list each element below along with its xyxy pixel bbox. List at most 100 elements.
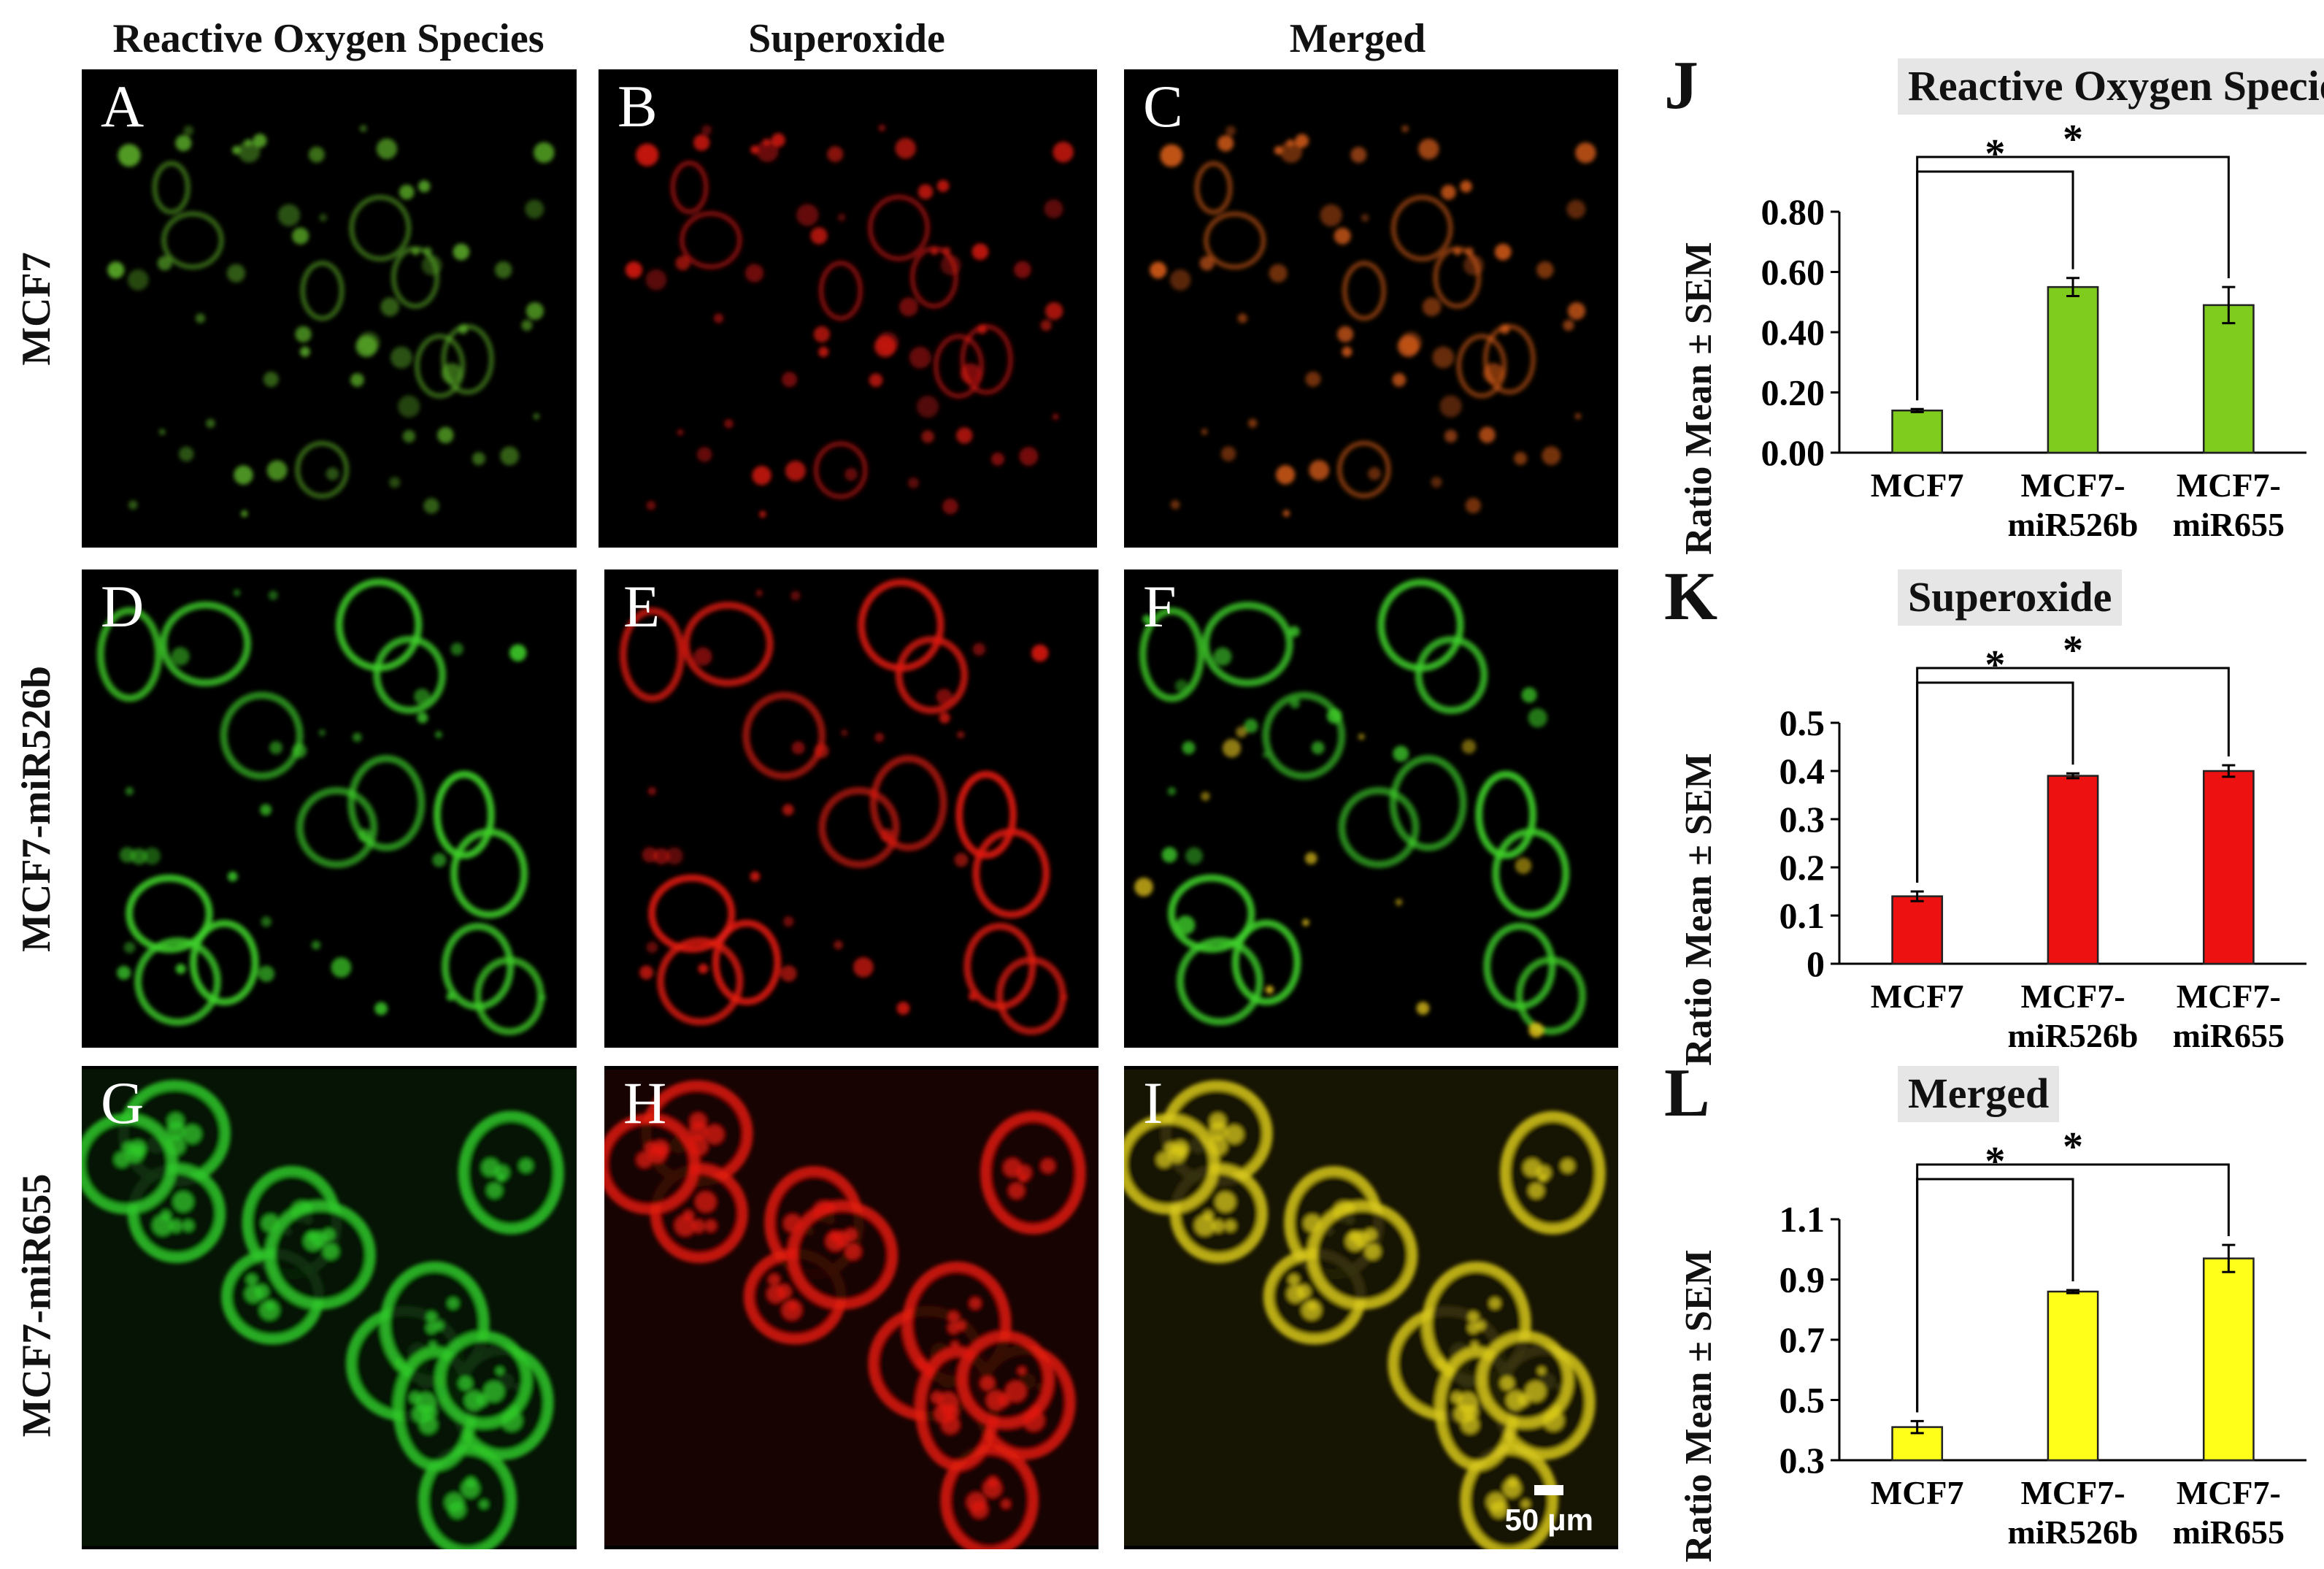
cells-image-b [625,124,1074,518]
cell-spot [810,227,828,245]
y-tick-label: 0.5 [1779,702,1825,743]
bar [1891,410,1944,454]
cell-granule [1156,1151,1172,1168]
cell-granule [969,1297,981,1309]
cell-spot [295,326,312,342]
cell-ring [295,440,350,499]
cell-spot [414,688,431,705]
bar [2202,1257,2255,1462]
cell-spot [125,786,134,796]
cell-granule [844,1228,858,1241]
cell-granule [447,1297,459,1309]
cell-ring [160,601,252,687]
cell-granule [1296,1284,1311,1300]
cell-spot [311,940,321,950]
chart-k: K Superoxide Ratio Mean ± SEM 0 0.1 0.2 0.3 0.4… [1657,555,2314,1066]
cell-ring [189,919,259,1006]
cell-granule [1212,1219,1225,1233]
micrograph-d: D [82,569,577,1048]
cell-spot [539,994,547,1002]
chart-l: L Merged Ratio Mean ± SEM 0.3 0.5 0.7 0.9 1.1 MC… [1657,1051,2314,1562]
cell-spot [352,732,362,743]
cell-granule [1537,1367,1546,1375]
cell-spot [853,956,874,978]
cell-spot [899,297,918,317]
cell-spot [1422,297,1442,317]
cells-image-e [619,578,1069,1035]
cell-ring [349,194,412,262]
cell-spot [780,965,797,982]
cell-granule [1225,1124,1244,1144]
row-header-mcf7: MCF7 [14,251,60,366]
cell-spot [195,313,206,323]
cell-spot [1326,708,1342,724]
x-tick-label: MCF7- [2020,1474,2125,1511]
column-header-merged: Merged [1289,16,1426,61]
cell-body [1460,1443,1558,1549]
cell-spot [957,731,965,739]
cell-granule [683,1210,694,1221]
y-tick-label: 0.20 [1761,372,1825,413]
chart-letter: K [1664,559,1718,634]
cell-spot [1514,451,1528,465]
cell-spot [521,320,533,331]
cell-granule [152,1215,173,1236]
cell-spot [755,589,763,596]
cell-spot [1350,147,1367,164]
bar [2202,304,2255,454]
cell-ring [818,786,900,869]
significance-bracket [1916,156,2230,401]
cell-granule [1476,1320,1486,1331]
cell-ring [1176,937,1263,1026]
row-header-mcf7-mir655: MCF7-miR655 [14,1173,59,1437]
cell-granule [636,1151,653,1168]
cell-ring [1139,607,1205,702]
cell-spot [1441,185,1456,200]
cell-spot [971,243,989,261]
cell-granule [182,1219,194,1232]
cell-spot [1185,847,1203,865]
cell-spot [1019,447,1039,466]
cell-body [458,1110,564,1235]
cell-spot [1213,647,1232,666]
cell-granule [1203,1210,1214,1221]
cell-spot [1392,372,1407,387]
cell-granule [1450,1392,1463,1404]
cell-spot [677,429,684,436]
cell-ring [1483,922,1556,1010]
cell-granule [966,1492,986,1512]
micrograph-b: B [599,69,1097,548]
cell-granule [173,1191,193,1212]
cell-spot [1288,626,1300,637]
cell-spot [1014,261,1031,279]
cell-spot [1220,446,1236,461]
cell-spot [175,964,186,975]
cell-spot [509,644,527,661]
cell-spot [880,828,894,843]
cell-spot [238,140,261,163]
cell-spot [1226,126,1236,137]
cell-spot [358,828,372,843]
cell-spot [418,180,431,193]
cell-spot [226,264,246,283]
cell-spot [1040,320,1052,331]
cell-spot [1431,476,1442,488]
chart-title: Superoxide [1898,569,2123,626]
cell-spot [1337,326,1354,342]
cell-ring [619,607,685,702]
cell-spot [1418,139,1439,160]
cell-spot [331,957,352,978]
y-tick-label: 0.00 [1761,432,1825,473]
cell-spot [308,146,325,163]
cell-granule [1005,1381,1026,1402]
x-tick-label: MCF7 [1871,1474,1964,1511]
cell-spot [1176,915,1196,935]
panel-label-b: B [617,73,658,139]
cell-granule [1194,1215,1215,1236]
cell-granule [322,1228,335,1241]
cell-ring [1433,246,1482,309]
cell-spot [1174,679,1188,693]
cell-granule [788,1302,797,1311]
cell-granule [323,1243,339,1260]
